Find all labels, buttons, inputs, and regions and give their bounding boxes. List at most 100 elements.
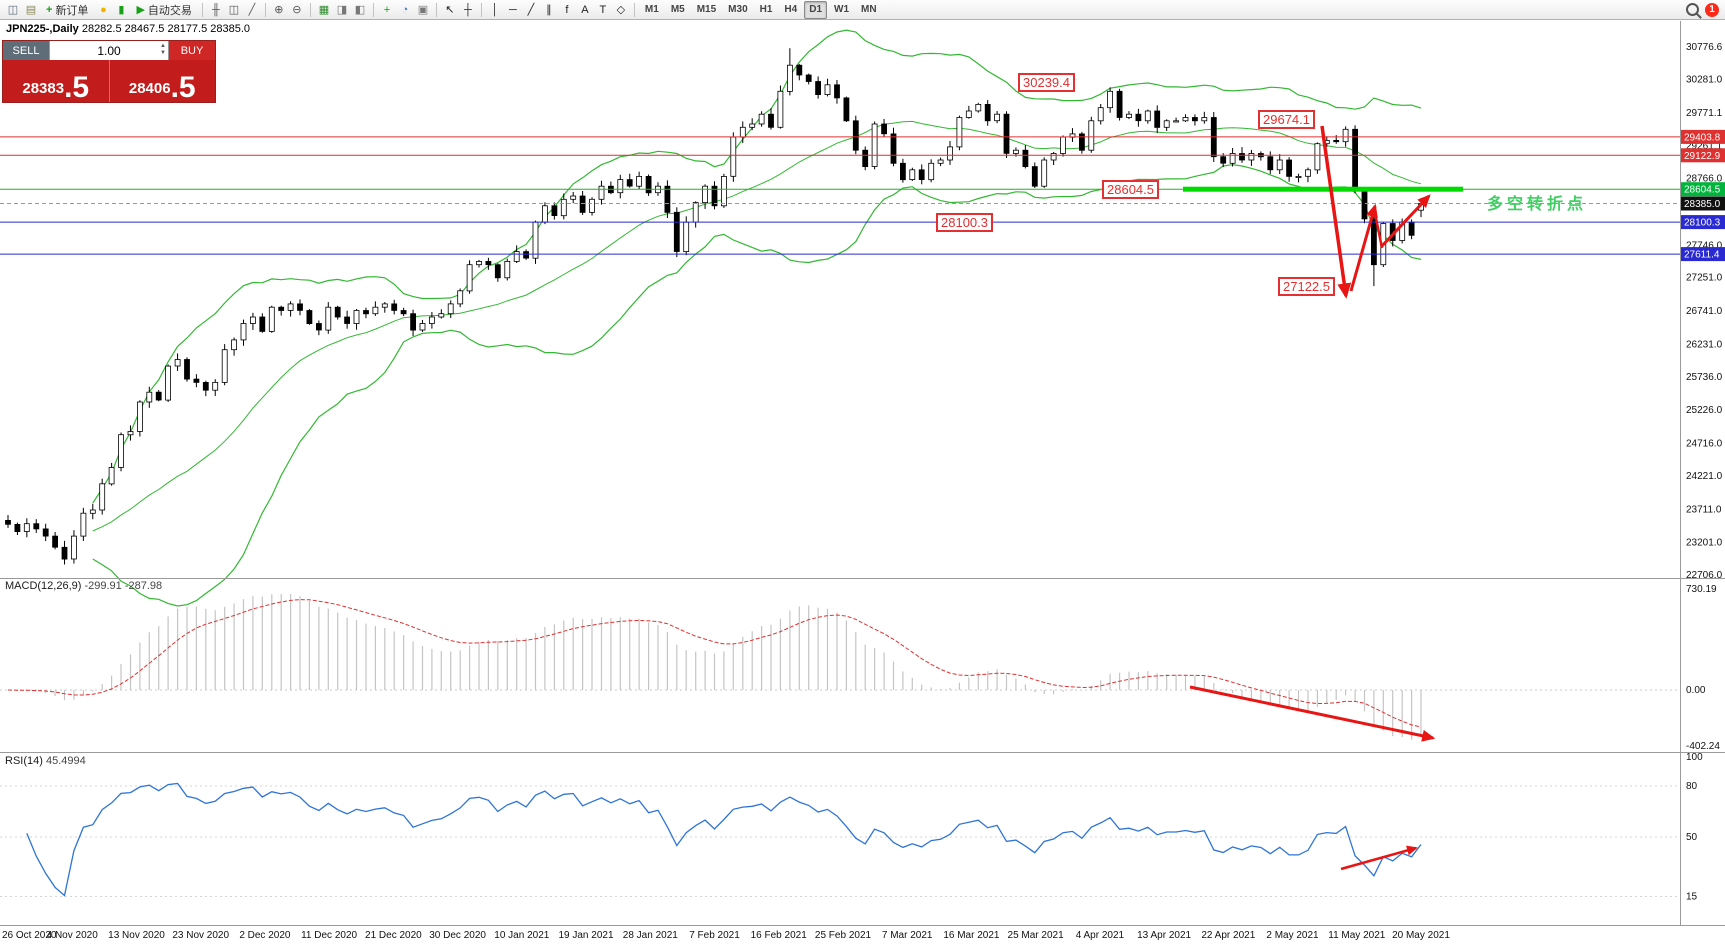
candle [1154,110,1161,128]
candle [1079,133,1085,151]
candle [1276,159,1283,171]
trendline-icon[interactable]: ╱ [527,3,535,16]
svg-text:27746.0: 27746.0 [1686,240,1723,251]
timeframe-w1[interactable]: W1 [834,3,850,15]
candle [852,120,859,151]
candle [240,323,247,341]
candle [1333,139,1340,143]
candle [165,365,172,401]
templates-icon[interactable]: ▣ [417,3,429,16]
sell-price[interactable]: 28383 .5 [3,60,109,102]
line-chart-icon[interactable]: ╱ [248,3,256,16]
candle [768,113,774,128]
candle [881,123,887,135]
time-axis-label: 23 Nov 2020 [172,930,229,941]
toolbar-separator [480,2,482,17]
crosshair-icon[interactable]: ┼ [464,3,472,16]
svg-text:80: 80 [1686,781,1698,792]
svg-text:23201.0: 23201.0 [1686,538,1723,549]
news-icon[interactable]: ● [100,3,107,16]
buy-button[interactable]: BUY [169,41,215,60]
trend-arrow [1320,125,1352,299]
candle [278,306,285,311]
add-indicator-icon[interactable]: + [383,3,391,16]
period-icon[interactable]: ◔ [401,3,409,16]
channel-icon[interactable]: ∥ [546,3,552,16]
zoom-in-icon[interactable]: ⊕ [274,3,284,16]
vertical-line-icon[interactable]: │ [491,3,499,16]
horizontal-price-lines[interactable] [0,136,1680,255]
notification-badge[interactable]: 1 [1705,2,1719,17]
sell-button[interactable]: SELL [3,41,49,60]
tile-windows-icon[interactable]: ▦ [318,3,330,16]
zoom-out-icon[interactable]: ⊖ [292,3,302,16]
svg-text:28385.0: 28385.0 [1684,199,1721,210]
candlestick-chart-icon[interactable]: ◫ [228,3,240,16]
candle [909,169,916,181]
candle [400,310,407,315]
cursor-icon[interactable]: ↖ [445,3,455,16]
shapes-icon[interactable]: ◇ [616,3,626,16]
timeframe-m1[interactable]: M1 [644,3,659,15]
buy-price[interactable]: 28406 .5 [108,60,216,102]
candle [353,310,360,325]
fibonacci-icon[interactable]: f [565,3,569,16]
chart-window-icon[interactable]: ◫ [7,3,19,16]
chart-shift-icon[interactable]: ◧ [354,3,366,16]
candle [721,175,727,207]
svg-text:28100.3: 28100.3 [1684,218,1721,229]
candle [711,185,718,207]
timeframe-mn[interactable]: MN [861,3,877,15]
timeframe-h1[interactable]: H1 [759,3,773,15]
annotation-price-label-29674[interactable]: 29674.1 [1258,110,1315,129]
toolbar-separator [633,2,635,17]
bar-chart-icon[interactable]: ╫ [212,3,220,16]
new-order-button[interactable]: + 新订单 [46,3,89,17]
candle [1371,218,1377,266]
svg-text:30281.0: 30281.0 [1686,75,1723,86]
volume-stepper[interactable]: ▲ ▼ [160,43,166,56]
candle [1088,120,1095,151]
annotation-price-label-28604[interactable]: 28604.5 [1102,180,1159,199]
candle [1173,120,1179,123]
profile-icon[interactable]: ▤ [25,3,37,16]
annotation-arrows[interactable] [1189,125,1436,871]
time-axis-label: 4 Nov 2020 [47,930,99,941]
candle [99,483,106,511]
candle [994,113,1000,122]
candle [1314,143,1321,171]
timeframe-m30[interactable]: M30 [728,3,748,15]
svg-text:26231.0: 26231.0 [1686,339,1723,350]
annotation-price-label-27122[interactable]: 27122.5 [1278,277,1335,296]
time-axis-label: 16 Feb 2021 [751,930,808,941]
turning-point-text[interactable]: 多空转折点 [1487,196,1588,213]
timeframe-d1[interactable]: D1 [804,0,828,19]
annotation-price-label-28100[interactable]: 28100.3 [936,213,993,232]
timeframe-h4[interactable]: H4 [784,3,798,15]
time-axis-label: 21 Dec 2020 [365,930,422,941]
text-icon[interactable]: A [581,3,589,16]
annotation-price-label-30239[interactable]: 30239.4 [1018,73,1075,92]
horizontal-line-icon[interactable]: ─ [509,3,517,16]
candle [1013,149,1019,154]
svg-text:23711.0: 23711.0 [1686,504,1722,515]
svg-text:29261.1: 29261.1 [1686,141,1723,152]
auto-scroll-icon[interactable]: ◨ [336,3,348,16]
timeframe-m15[interactable]: M15 [696,3,717,15]
search-icon[interactable] [1686,3,1699,16]
candle [645,175,652,194]
label-icon[interactable]: T [599,3,607,16]
volume-input[interactable]: 1.00 ▲ ▼ [49,41,169,60]
candle [136,401,143,432]
candle [1003,113,1010,154]
timeframe-m5[interactable]: M5 [670,3,685,15]
candle [1126,113,1132,118]
candle [1107,90,1113,109]
market-watch-icon[interactable]: ▮ [118,3,125,16]
chart-ohlc-values: 28282.5 28467.5 28177.5 28385.0 [81,23,251,35]
auto-trading-button[interactable]: ▶ 自动交易 [136,4,192,17]
candle [334,306,341,318]
candle [428,316,435,324]
rsi-indicator [0,782,1680,897]
